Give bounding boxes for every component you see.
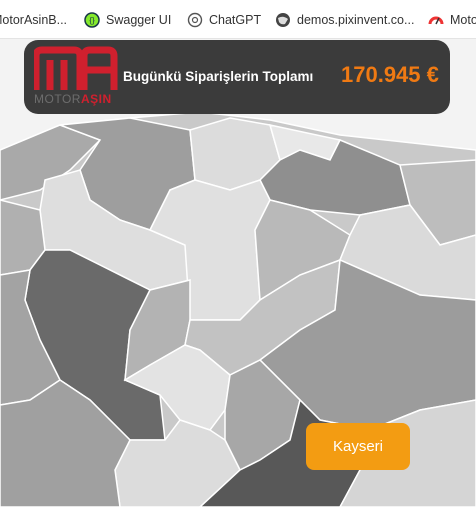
region-button[interactable]: Kayseri [306, 423, 410, 470]
bookmark-label: MotorAsinB... [0, 13, 68, 27]
bookmarks-bar: MotorAsinB... {} Swagger UI ChatGPT demo… [0, 0, 476, 39]
svg-text:{}: {} [89, 16, 95, 25]
region [123, 344, 231, 431]
bookmark-label: Swagger UI [106, 13, 172, 27]
icon [276, 13, 290, 27]
bookmark-label: Moto [450, 13, 476, 27]
banner-title: Bugünkü Siparişlerin Toplamı [123, 69, 314, 84]
icon [187, 12, 203, 28]
logo-text-part: AŞIN [80, 92, 112, 106]
logo-text-part: MOTOR [34, 92, 81, 106]
bookmark-label: demos.pixinvent.co... [297, 13, 415, 27]
logo [34, 46, 118, 90]
logo-text: MOTORAŞIN [34, 92, 112, 106]
total-amount: 170.945 € [341, 62, 439, 87]
region [0, 379, 131, 507]
icon: {} [84, 12, 100, 28]
summary-banner: MOTORAŞIN Bugünkü Siparişlerin Toplamı 1… [24, 40, 450, 114]
icon [428, 16, 444, 25]
bookmark-label: ChatGPT [209, 13, 262, 27]
